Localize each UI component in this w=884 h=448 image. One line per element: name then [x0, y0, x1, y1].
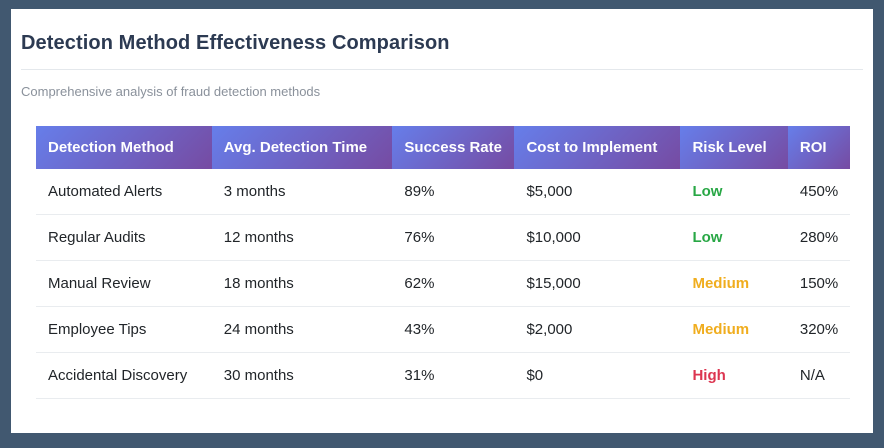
- column-header-success-rate: Success Rate: [392, 126, 515, 169]
- cell-roi: 150%: [787, 260, 850, 307]
- cell-time: 3 months: [211, 169, 393, 215]
- cell-method: Accidental Discovery: [36, 352, 212, 399]
- cell-risk-level: High: [680, 352, 788, 399]
- page-title: Detection Method Effectiveness Compariso…: [21, 32, 450, 54]
- cell-success: 89%: [392, 169, 515, 215]
- cell-success: 76%: [392, 214, 515, 261]
- cell-roi: 280%: [787, 214, 850, 261]
- cell-success: 43%: [392, 306, 515, 353]
- table-row: Automated Alerts 3 months 89% $5,000 Low…: [36, 169, 850, 215]
- table-header-row: Detection Method Avg. Detection Time Suc…: [36, 126, 850, 169]
- cell-roi: 320%: [787, 306, 850, 353]
- table-row: Employee Tips 24 months 43% $2,000 Mediu…: [36, 306, 850, 353]
- cell-roi: N/A: [787, 352, 850, 399]
- cell-time: 24 months: [211, 306, 393, 353]
- table-row: Accidental Discovery 30 months 31% $0 Hi…: [36, 352, 850, 399]
- cell-success: 62%: [392, 260, 515, 307]
- title-divider: [21, 69, 863, 70]
- cell-method: Manual Review: [36, 260, 212, 307]
- comparison-table: Detection Method Avg. Detection Time Suc…: [36, 126, 850, 399]
- cell-cost: $2,000: [514, 306, 681, 353]
- cell-risk-level: Low: [680, 169, 788, 215]
- cell-risk-level: Medium: [680, 306, 788, 353]
- cell-risk-level: Medium: [680, 260, 788, 307]
- cell-method: Automated Alerts: [36, 169, 212, 215]
- cell-cost: $15,000: [514, 260, 681, 307]
- comparison-table-container: Detection Method Avg. Detection Time Suc…: [36, 126, 858, 399]
- cell-cost: $0: [514, 352, 681, 399]
- column-header-detection-method: Detection Method: [36, 126, 212, 169]
- page-subtitle: Comprehensive analysis of fraud detectio…: [21, 84, 321, 99]
- cell-time: 30 months: [211, 352, 393, 399]
- report-card: Detection Method Effectiveness Compariso…: [11, 9, 873, 433]
- table-row: Manual Review 18 months 62% $15,000 Medi…: [36, 260, 850, 307]
- table-row: Regular Audits 12 months 76% $10,000 Low…: [36, 214, 850, 261]
- column-header-avg-detection-time: Avg. Detection Time: [211, 126, 393, 169]
- column-header-roi: ROI: [787, 126, 850, 169]
- cell-method: Regular Audits: [36, 214, 212, 261]
- cell-time: 12 months: [211, 214, 393, 261]
- cell-success: 31%: [392, 352, 515, 399]
- column-header-risk-level: Risk Level: [680, 126, 788, 169]
- cell-time: 18 months: [211, 260, 393, 307]
- cell-method: Employee Tips: [36, 306, 212, 353]
- cell-cost: $10,000: [514, 214, 681, 261]
- column-header-cost-to-implement: Cost to Implement: [514, 126, 681, 169]
- cell-roi: 450%: [787, 169, 850, 215]
- cell-risk-level: Low: [680, 214, 788, 261]
- cell-cost: $5,000: [514, 169, 681, 215]
